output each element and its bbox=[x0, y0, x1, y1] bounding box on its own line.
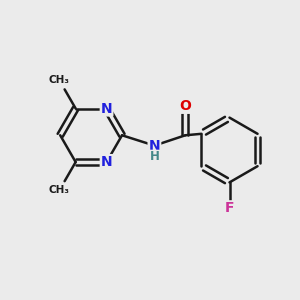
Text: H: H bbox=[149, 150, 159, 163]
Text: N: N bbox=[101, 155, 112, 169]
Text: N: N bbox=[148, 139, 160, 153]
Text: O: O bbox=[179, 99, 191, 113]
Text: CH₃: CH₃ bbox=[49, 76, 70, 85]
Text: N: N bbox=[101, 101, 112, 116]
Text: CH₃: CH₃ bbox=[49, 185, 70, 195]
Text: F: F bbox=[225, 201, 234, 215]
